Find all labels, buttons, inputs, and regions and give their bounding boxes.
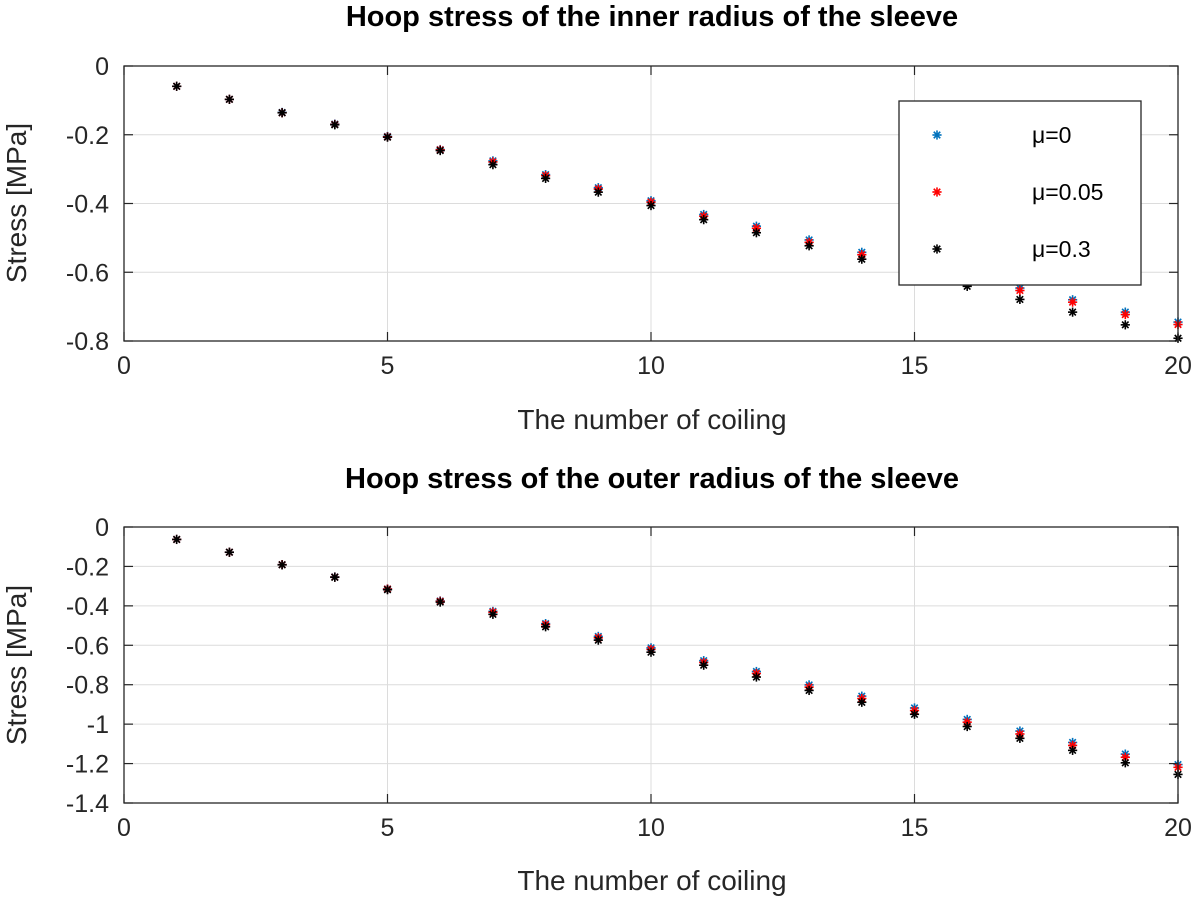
tick-labels: 0 5 10 15 20 0 -0.2 -0.4 -0.6 -0.8 (66, 53, 1192, 380)
data-point (751, 672, 761, 682)
data-point (962, 721, 972, 732)
y-tick-label: -0.4 (66, 191, 109, 219)
x-axis-label: The number of coiling (517, 404, 786, 435)
x-axis-label: The number of coiling (517, 865, 786, 896)
data-point (1015, 294, 1025, 305)
x-tick-label: 20 (1164, 352, 1192, 380)
data-point (1120, 309, 1130, 320)
data-point (699, 215, 709, 225)
data-point (382, 132, 393, 142)
legend: μ=0 μ=0.05 μ=0.3 (898, 100, 1142, 286)
data-point (1120, 320, 1130, 330)
y-axis-label: Stress [MPa] (1, 585, 32, 745)
data-point (909, 709, 920, 719)
y-tick-label: -0.4 (66, 593, 109, 621)
data-points (172, 534, 1183, 780)
data-point (593, 187, 603, 197)
x-tick-label: 0 (117, 352, 131, 380)
y-tick-label: -0.6 (66, 632, 109, 660)
legend-label: μ=0 (1032, 122, 1071, 148)
data-point (646, 647, 656, 657)
data-point (435, 145, 445, 156)
x-tick-label: 10 (637, 814, 665, 842)
y-tick-label: 0 (95, 514, 109, 542)
x-tick-label: 15 (901, 352, 929, 380)
data-point (1068, 745, 1078, 755)
x-tick-label: 5 (381, 352, 395, 380)
legend-entries: μ=0 μ=0.05 μ=0.3 (932, 122, 1103, 262)
x-tick-label: 20 (1164, 814, 1192, 842)
data-point (699, 660, 709, 670)
data-point (804, 241, 814, 251)
data-point (277, 108, 287, 118)
x-tick-label: 5 (381, 814, 395, 842)
tick-labels: 0 5 10 15 20 0 -0.2 -0.4 -0.6 -0.8 -1 -1.2 -1.4 (66, 514, 1192, 842)
data-point (1068, 297, 1078, 307)
data-point (541, 173, 551, 184)
y-tick-label: -1.4 (66, 790, 109, 818)
data-point (646, 200, 656, 211)
data-point (488, 160, 498, 170)
y-tick-label: -0.8 (66, 672, 109, 700)
y-tick-label: 0 (95, 53, 109, 81)
data-point (857, 697, 867, 707)
chart-title: Hoop stress of the inner radius of the s… (346, 1, 958, 33)
data-point (1068, 307, 1078, 317)
data-point (382, 585, 393, 595)
data-point (804, 685, 814, 696)
data-point (224, 547, 234, 557)
legend-label: μ=0.3 (1032, 236, 1091, 262)
data-point (330, 120, 340, 130)
data-point (751, 228, 761, 238)
data-point (172, 534, 182, 545)
legend-label: μ=0.05 (1032, 179, 1103, 205)
x-tick-label: 15 (901, 814, 929, 842)
x-tick-label: 0 (117, 814, 131, 842)
y-tick-label: -1 (87, 711, 109, 739)
y-tick-label: -0.2 (66, 122, 109, 150)
legend-marker (932, 130, 942, 140)
y-tick-label: -0.6 (66, 259, 109, 287)
legend-marker (932, 244, 942, 254)
data-point (1015, 285, 1025, 296)
y-axis-label: Stress [MPa] (1, 123, 32, 283)
y-tick-label: -0.8 (66, 328, 109, 356)
x-tick-label: 10 (637, 352, 665, 380)
data-point (172, 81, 182, 91)
outer-radius-subplot: Hoop stress of the outer radius of the s… (1, 463, 1192, 896)
data-point (1120, 758, 1130, 768)
data-point (488, 609, 498, 619)
y-tick-label: -1.2 (66, 751, 109, 779)
data-point (541, 622, 551, 632)
y-tick-label: -0.2 (66, 553, 109, 581)
data-point (224, 94, 234, 104)
data-point (330, 572, 340, 582)
data-point (857, 254, 867, 264)
data-point (435, 597, 445, 607)
data-point (1015, 733, 1025, 743)
legend-marker (932, 187, 942, 197)
data-point (593, 635, 603, 645)
data-point (277, 560, 287, 570)
chart-title: Hoop stress of the outer radius of the s… (345, 463, 959, 495)
inner-radius-subplot: Hoop stress of the inner radius of the s… (1, 1, 1192, 435)
